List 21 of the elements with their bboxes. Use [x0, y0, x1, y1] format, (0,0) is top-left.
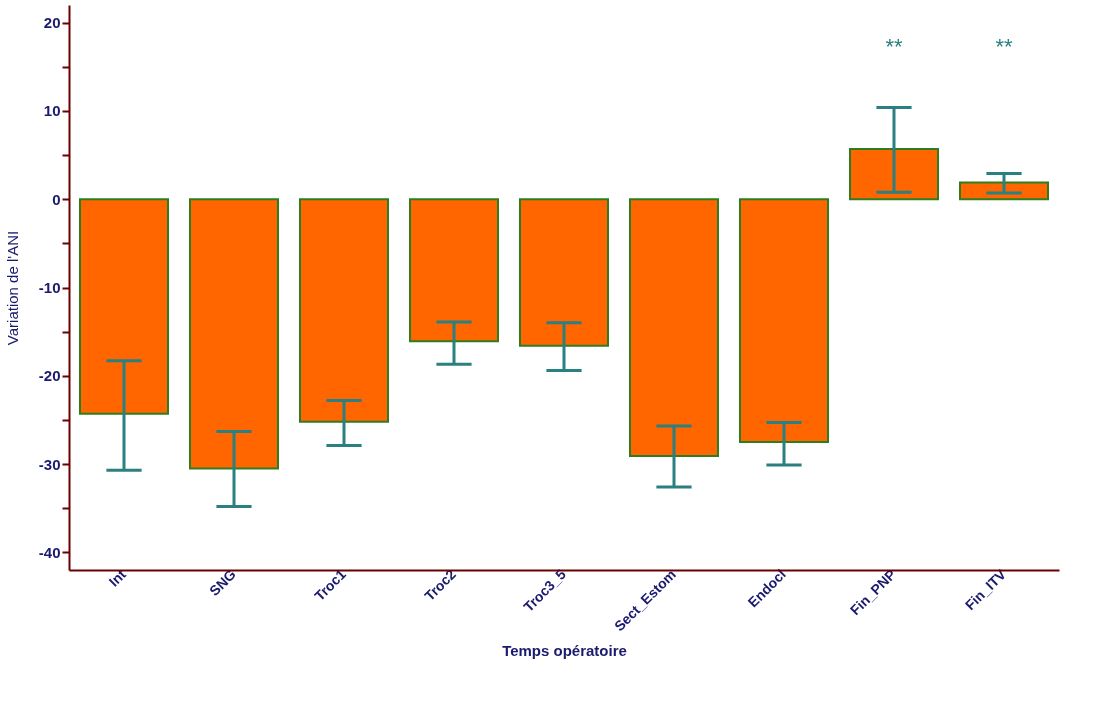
y-axis-title: Variation de l'ANI: [3, 230, 21, 346]
bar: [629, 198, 719, 458]
bar: [299, 198, 389, 423]
bar: [189, 198, 279, 470]
bar: [739, 198, 829, 443]
y-tick-label: 10: [43, 102, 61, 120]
bar: [849, 147, 939, 201]
y-tick-label: -10: [38, 279, 61, 296]
y-tick-label: -20: [38, 367, 61, 385]
annotation: **: [995, 34, 1013, 59]
bar: [409, 198, 499, 343]
annotation: **: [885, 34, 903, 59]
bar: [519, 198, 609, 347]
y-tick-label: 0: [52, 190, 61, 208]
x-tick-label: Int: [105, 565, 130, 590]
y-tick-label: -40: [38, 543, 61, 561]
bar: [959, 181, 1049, 201]
y-tick-label: -30: [38, 455, 61, 473]
bar: [79, 198, 169, 415]
y-tick-label: 20: [43, 14, 61, 32]
x-axis-title: Temps opératoire: [502, 642, 627, 660]
